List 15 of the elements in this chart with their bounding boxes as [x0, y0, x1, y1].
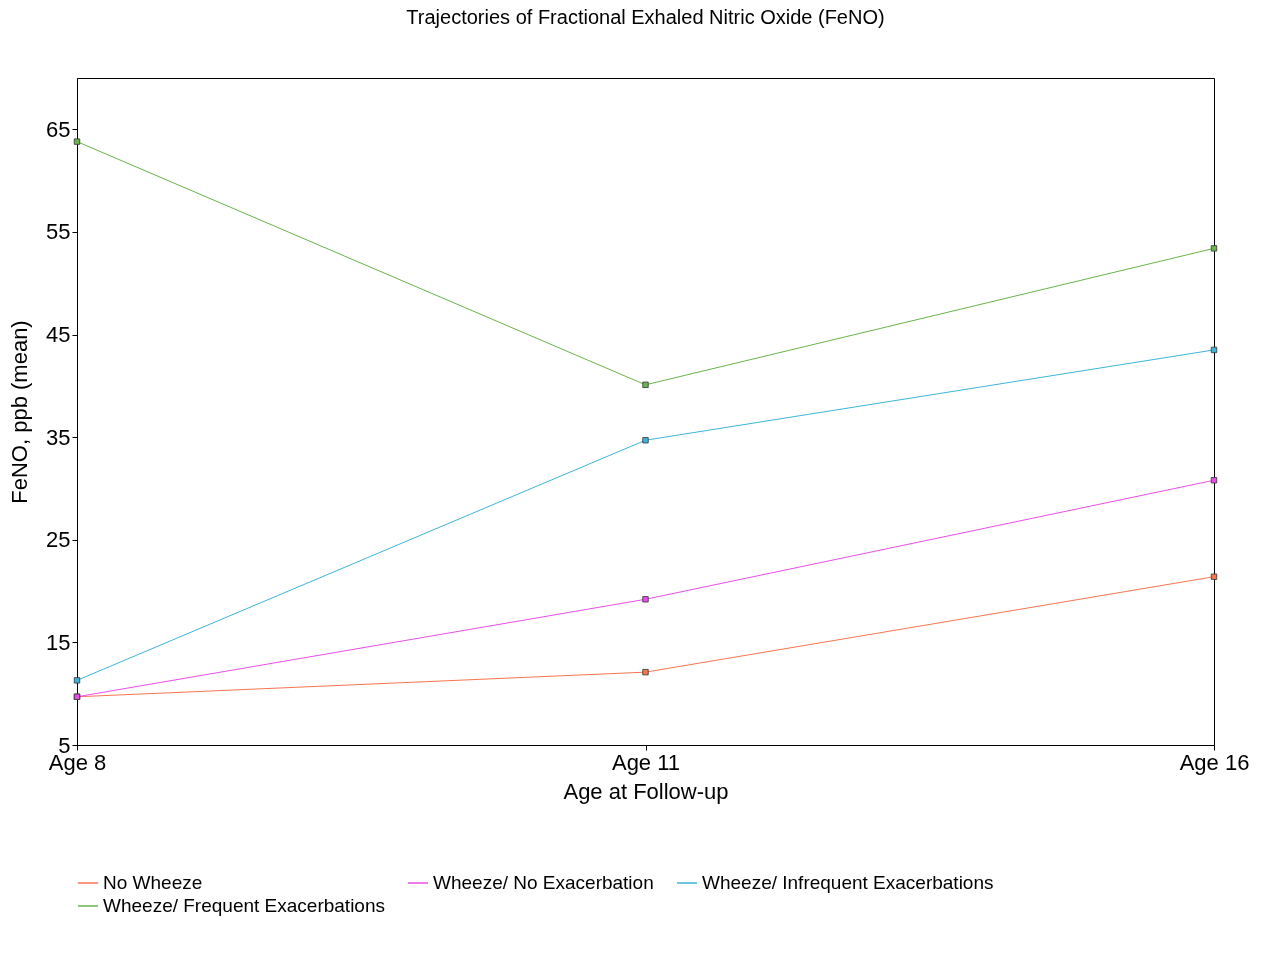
legend-label: Wheeze/ Frequent Exacerbations: [103, 895, 385, 916]
y-tick-label: 55: [46, 219, 71, 245]
legend-label: Wheeze/ No Exacerbation: [433, 872, 654, 893]
chart-title: Trajectories of Fractional Exhaled Nitric Oxide (FeNO): [406, 6, 885, 28]
y-tick-label: 15: [46, 629, 71, 655]
legend-label: No Wheeze: [103, 872, 203, 893]
y-tick-label: 45: [46, 322, 71, 348]
y-axis-title: FeNO, ppb (mean): [7, 320, 33, 504]
y-tick-label: 65: [46, 116, 71, 142]
y-tick-label: 35: [46, 424, 71, 450]
legend-label: Wheeze/ Infrequent Exacerbations: [702, 872, 994, 893]
x-tick-label: Age 11: [611, 749, 681, 775]
x-tick-label: Age 16: [1179, 749, 1250, 775]
x-axis-title: Age at Follow-up: [563, 778, 729, 804]
y-tick-label: 25: [46, 527, 71, 553]
